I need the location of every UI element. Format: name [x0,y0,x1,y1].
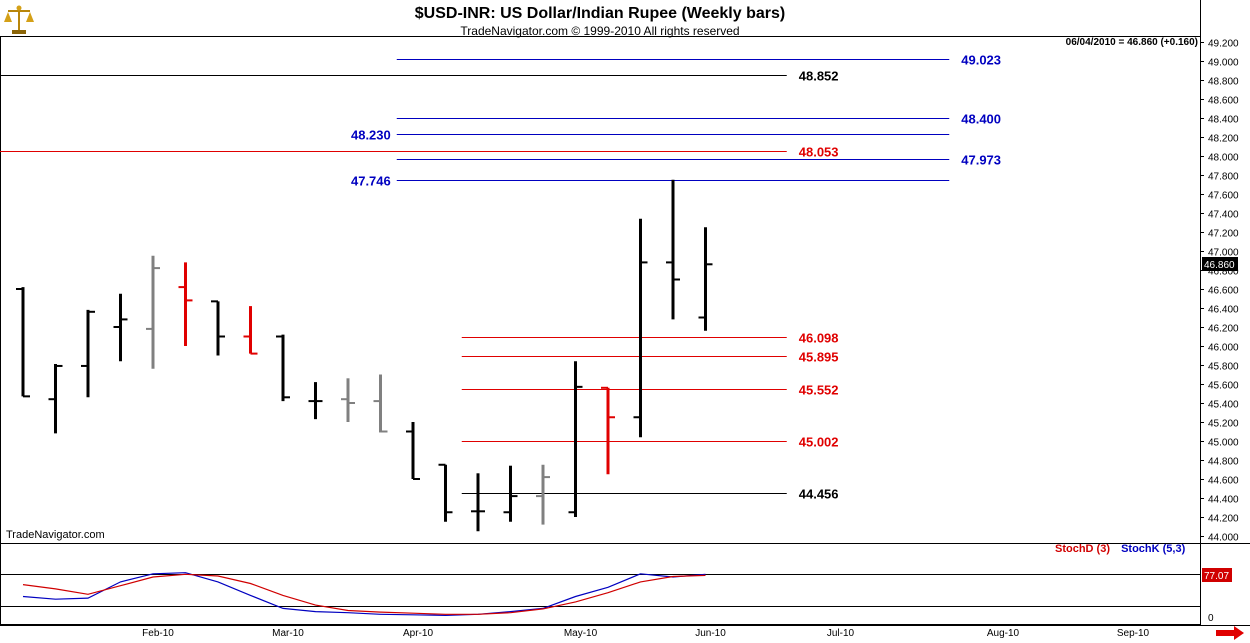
level-lines: 49.023 48.852 48.400 48.230 48.053 47.973 47.7… [0,53,1001,502]
scales-icon [4,4,34,36]
indicator-legend: StochD (3) StochK (5,3) [1055,543,1185,555]
y-tick-label: 49.000 [1208,58,1239,69]
y-tick-label: 45.800 [1208,362,1239,373]
y-tick-label: 46.200 [1208,324,1239,335]
level-label: 45.552 [799,383,839,398]
ohlc-bar [503,465,518,522]
level-label: 48.852 [799,69,839,84]
y-tick-label: 47.200 [1208,229,1239,240]
y-tick-label: 47.400 [1208,210,1239,221]
y-tick-label: 45.400 [1208,400,1239,411]
ohlc-bar [276,334,290,402]
level-label: 48.053 [799,145,839,160]
ohlc-bar [178,262,193,346]
level-label: 48.230 [351,128,391,143]
y-tick-label: 48.000 [1208,153,1239,164]
y-tick-label: 44.600 [1208,476,1239,487]
chart-frame [0,0,1250,626]
y-tick-label: 45.200 [1208,419,1239,430]
ohlc-bar [81,309,95,398]
price-readout: 06/04/2010 = 46.860 (+0.160) [1065,37,1198,48]
ohlc-bar [601,386,615,475]
ohlc-bar [438,463,453,522]
y-tick-label: 44.400 [1208,495,1239,506]
date-axis: Feb-10 Mar-10 Apr-10 May-10 Jun-10 Jul-10 Aug-… [142,628,1149,639]
x-tick-label: Jun-10 [695,628,726,639]
y-tick-label: 44.000 [1208,533,1239,544]
ohlc-bar [471,473,485,532]
y-tick-label: 45.000 [1208,438,1239,449]
ohlc-bar [113,293,128,362]
last-price-label: 46.860 [1204,260,1235,271]
y-tick-label: 47.800 [1208,172,1239,183]
ohlc-bar [308,382,323,420]
y-tick-label: 48.400 [1208,115,1239,126]
x-tick-label: Jul-10 [827,628,855,639]
ohlc-bar [373,374,388,433]
y-tick-label: 48.200 [1208,134,1239,145]
ohlc-bar [568,361,583,517]
y-tick-label: 46.000 [1208,343,1239,354]
ohlc-bar [16,287,30,398]
ohlc-bar [536,464,550,525]
stochd-line [22,573,706,615]
indicator-tick-label: 0 [1208,613,1214,624]
level-label: 48.400 [961,112,1001,127]
y-tick-label: 48.600 [1208,96,1239,107]
stochk-legend: StochK (5,3) [1121,543,1186,555]
x-tick-label: Aug-10 [987,628,1020,639]
plot-border [0,36,1201,625]
last-price-box [1202,257,1238,271]
y-tick-label: 47.600 [1208,191,1239,202]
y-tick-label: 45.600 [1208,381,1239,392]
indicator-value-box [1202,568,1232,582]
chart-title: $USD-INR: US Dollar/Indian Rupee (Weekly… [414,5,786,22]
x-tick-label: Mar-10 [272,628,304,639]
y-tick-label: 48.800 [1208,77,1239,88]
ohlc-bar [698,227,713,331]
x-tick-label: Feb-10 [142,628,174,639]
stochastic-panel: 077.07 [0,568,1232,624]
indicator-value-label: 77.07 [1204,571,1229,582]
y-tick-label: 46.600 [1208,286,1239,297]
level-label: 47.746 [351,174,391,189]
x-tick-label: Sep-10 [1117,628,1150,639]
level-label: 44.456 [799,487,839,502]
level-label: 46.098 [799,331,839,346]
y-tick-label: 49.200 [1208,39,1239,50]
y-tick-label: 47.000 [1208,248,1239,259]
ohlc-bar [406,422,420,480]
stochk-line [22,572,706,617]
x-tick-label: Apr-10 [403,628,433,639]
x-tick-label: May-10 [564,628,598,639]
ohlc-bar [341,378,355,422]
watermark: TradeNavigator.com [6,529,105,541]
y-tick-label: 44.200 [1208,514,1239,525]
right-arrow-icon[interactable] [1216,626,1244,643]
chart-subtitle: TradeNavigator.com © 1999-2010 All right… [460,24,740,38]
stochd-legend: StochD (3) [1055,543,1110,555]
price-bars [16,179,713,532]
level-label: 47.973 [961,153,1001,168]
ohlc-bar [211,300,225,356]
price-axis: 49.200 49.000 48.800 48.600 48.400 48.200 48.0… [1200,39,1239,544]
chart-header: $USD-INR: US Dollar/Indian Rupee (Weekly… [0,0,1200,40]
level-label: 45.002 [799,435,839,450]
ohlc-bar [666,179,680,320]
y-tick-label: 46.800 [1208,267,1239,278]
level-label: 49.023 [961,53,1001,68]
ohlc-bar [243,306,258,355]
level-label: 45.895 [799,350,839,365]
ohlc-bar [48,364,63,434]
ohlc-bar [146,255,160,369]
y-tick-label: 46.400 [1208,305,1239,316]
y-tick-label: 44.800 [1208,457,1239,468]
ohlc-bar [633,218,648,438]
